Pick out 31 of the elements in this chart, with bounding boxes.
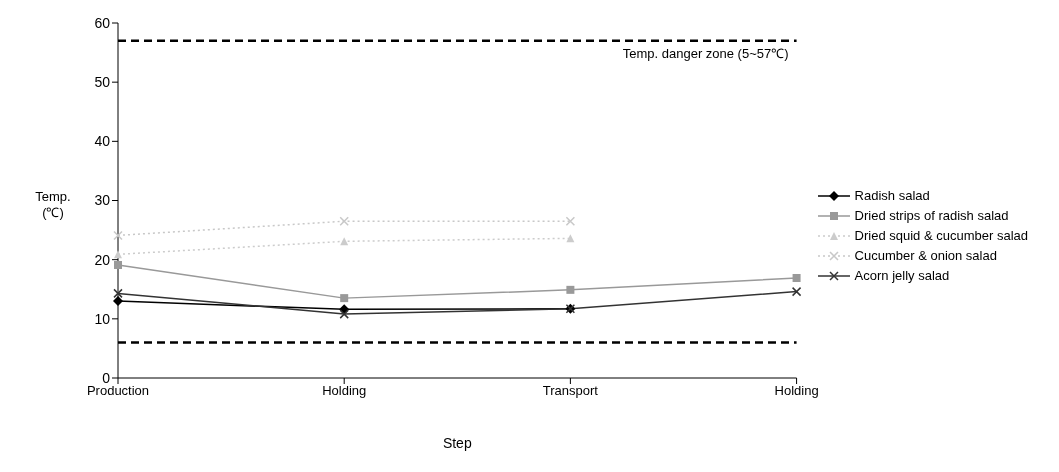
- legend-label: Dried strips of radish salad: [854, 208, 1009, 223]
- y-tick-label: 60: [94, 14, 111, 31]
- point: [114, 260, 122, 269]
- point: [792, 274, 801, 283]
- legend-label: Acorn jelly salad: [854, 268, 950, 283]
- y-tick-label: 20: [94, 251, 111, 268]
- legend-label: Cucumber & onion salad: [854, 248, 997, 263]
- y-tick-label: 10: [94, 310, 111, 327]
- point: [340, 294, 349, 303]
- y-tick-label: 0: [102, 369, 111, 386]
- point: [791, 286, 802, 297]
- point: [339, 309, 349, 319]
- x-tick-label: Holding: [322, 383, 367, 399]
- y-tick-label: 50: [94, 74, 111, 91]
- x-axis-title: Step: [442, 435, 472, 451]
- point: [566, 285, 575, 294]
- y-axis-title: Temp. (℃): [35, 188, 71, 220]
- x-tick-label: Transport: [542, 383, 599, 399]
- y-tick-label: 30: [94, 192, 111, 209]
- point: [339, 216, 349, 226]
- ref-line-label: Temp. danger zone (5~57℃): [622, 45, 789, 61]
- point: [113, 230, 123, 241]
- point: [565, 216, 576, 226]
- x-tick-label: Production: [86, 383, 150, 399]
- point: [113, 296, 123, 307]
- legend-label: Radish salad: [854, 188, 930, 203]
- x-tick-label: Holding: [774, 383, 819, 399]
- point: [113, 288, 123, 299]
- y-tick-label: 40: [94, 133, 111, 150]
- legend-label: Dried squid & cucumber salad: [854, 228, 1028, 243]
- point: [114, 250, 122, 259]
